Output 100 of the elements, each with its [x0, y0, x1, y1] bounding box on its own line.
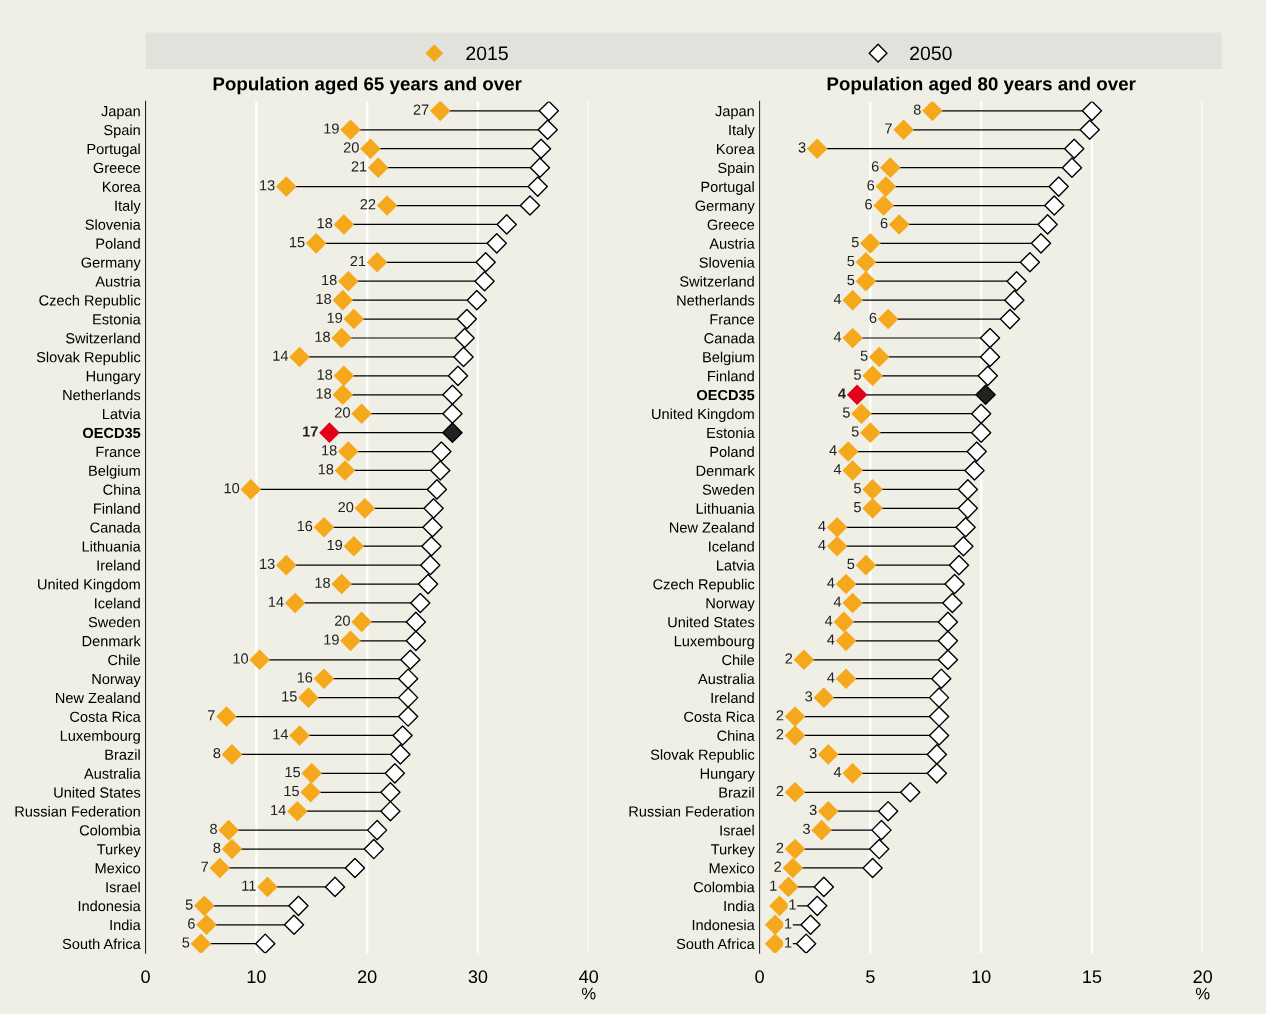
y-tick-label: Colombia — [693, 881, 755, 893]
data-label: 4 — [833, 596, 842, 607]
y-tick-label: Turkey — [711, 843, 755, 858]
data-label: 7 — [208, 710, 215, 721]
data-label: 7 — [885, 123, 892, 134]
y-tick-label: Austria — [709, 238, 755, 249]
y-tick-label: Indonesia — [78, 900, 141, 912]
point — [784, 706, 806, 727]
y-tick-label: France — [96, 446, 141, 457]
point — [301, 763, 323, 784]
y-tick-label: Hungary — [700, 768, 755, 782]
point — [333, 214, 355, 235]
point — [305, 233, 327, 254]
y-tick-label: Germany — [81, 257, 141, 271]
data-label: 1 — [770, 880, 777, 891]
data-label: 27 — [413, 104, 429, 115]
data-label: 10 — [233, 653, 249, 664]
data-label: 20 — [343, 142, 359, 153]
y-tick-label: United Kingdom — [38, 578, 140, 593]
y-tick-label: Portugal — [87, 143, 140, 158]
data-label: 3 — [805, 691, 813, 702]
point — [343, 308, 365, 330]
point — [338, 441, 359, 462]
point — [313, 668, 335, 689]
data-label: 13 — [260, 180, 275, 191]
y-tick-label: India — [724, 900, 755, 912]
point — [333, 365, 355, 387]
point — [860, 422, 881, 443]
chart-title: Population aged 65 years and over — [213, 76, 522, 95]
data-label: 4 — [829, 445, 837, 456]
point — [888, 214, 910, 235]
data-label: 20 — [338, 501, 354, 513]
point — [880, 157, 901, 178]
y-tick-label: Czech Republic — [653, 578, 755, 593]
point — [862, 498, 883, 519]
point — [332, 289, 354, 311]
data-label: 6 — [871, 161, 879, 172]
x-tick-label: 0 — [141, 970, 150, 984]
data-label: 8 — [213, 748, 221, 759]
x-tick-label: 0 — [755, 970, 764, 984]
point — [354, 498, 376, 519]
data-label: 14 — [271, 804, 286, 815]
y-tick-label: Latvia — [717, 559, 755, 571]
data-label: 6 — [867, 180, 875, 191]
y-tick-label: Slovenia — [85, 219, 141, 230]
y-tick-label: Netherlands — [677, 294, 755, 306]
data-label: 18 — [315, 577, 330, 588]
y-tick-label: Lithuania — [696, 503, 755, 514]
data-label: 3 — [809, 804, 817, 816]
y-tick-label: Luxembourg — [60, 730, 140, 744]
point — [860, 233, 881, 254]
point — [817, 744, 839, 765]
point — [862, 365, 883, 387]
point — [289, 725, 310, 746]
x-tick-label: 30 — [468, 970, 488, 984]
y-tick-label: United Kingdom — [652, 408, 754, 423]
y-tick-label: Korea — [717, 143, 755, 155]
data-label: 8 — [210, 823, 217, 835]
data-label: 2 — [774, 861, 782, 872]
y-tick-label: Costa Rica — [70, 711, 141, 722]
data-label: 19 — [324, 123, 339, 134]
y-tick-label: Colombia — [79, 824, 141, 836]
data-label: 5 — [842, 407, 850, 418]
data-label: 18 — [322, 445, 337, 456]
y-tick-label: New Zealand — [670, 522, 754, 533]
data-label: 8 — [913, 104, 921, 115]
point — [842, 289, 863, 311]
y-tick-label: Slovak Republic — [36, 351, 141, 366]
data-label: 1 — [785, 937, 792, 948]
y-tick-label: Iceland — [709, 540, 754, 552]
point — [366, 251, 388, 273]
point — [343, 535, 365, 557]
data-label: 4 — [833, 293, 842, 304]
y-tick-label: China — [103, 484, 141, 495]
point — [826, 516, 848, 538]
y-tick-label: Slovak Republic — [650, 749, 755, 763]
y-tick-label: Russian Federation — [629, 805, 754, 817]
point — [873, 195, 894, 216]
x-axis-title: % — [581, 987, 596, 1000]
y-tick-label: China — [717, 730, 755, 741]
point — [376, 195, 398, 216]
y-tick-label: Norway — [92, 673, 141, 688]
data-label: 13 — [260, 558, 275, 570]
point — [313, 516, 335, 538]
point — [875, 176, 897, 197]
data-label: 6 — [869, 312, 877, 323]
data-label: 5 — [851, 237, 859, 248]
data-label: 2 — [776, 710, 784, 721]
data-label: 6 — [880, 218, 888, 229]
data-label: 4 — [833, 464, 842, 475]
legend-label: 2015 — [466, 46, 508, 61]
data-label: 5 — [853, 369, 861, 380]
y-tick-label: Italy — [729, 124, 755, 139]
point — [811, 819, 832, 841]
data-label: 2 — [776, 785, 784, 797]
point — [196, 914, 217, 936]
point — [877, 308, 899, 330]
point — [893, 119, 914, 141]
data-label: 22 — [360, 199, 376, 210]
y-tick-label: Brazil — [719, 786, 754, 798]
